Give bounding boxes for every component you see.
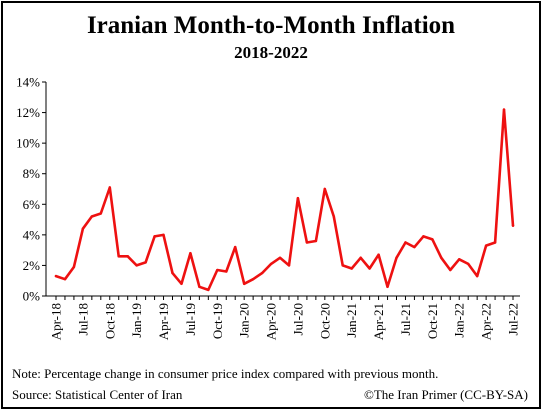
data-point (260, 271, 264, 275)
data-point (359, 256, 362, 259)
y-tick-label: 12% (16, 105, 40, 120)
data-point (278, 256, 282, 259)
x-tick-label: Jan-19 (129, 303, 144, 338)
data-point (458, 258, 461, 261)
data-point (189, 252, 192, 255)
y-axis-ticks: 0% 2% 4% 6% 8% 10% 12% 14% (16, 75, 46, 304)
x-tick-label: Jan-21 (344, 303, 359, 338)
y-tick-label: 4% (23, 227, 41, 242)
x-axis-ticks: Apr-18 Jul-18 Oct-18 Jan-19 Apr-19 Jul-19 Oct-… (49, 296, 521, 340)
x-tick-label: Jul-22 (506, 303, 521, 336)
x-tick-label: Jul-20 (290, 303, 305, 336)
x-tick-label: Oct-21 (425, 303, 440, 339)
data-point (135, 264, 138, 267)
data-point (269, 262, 273, 266)
data-point (475, 274, 479, 278)
data-point (99, 212, 103, 215)
data-point (341, 264, 344, 267)
data-point (323, 187, 327, 191)
data-point (207, 288, 210, 292)
data-point (466, 262, 470, 266)
chart-axes (45, 82, 520, 297)
data-point (171, 271, 174, 275)
x-tick-label: Oct-19 (210, 303, 225, 339)
source-note: Source: Statistical Center of Iran (12, 387, 183, 402)
data-point (72, 265, 76, 269)
data-point (422, 235, 425, 238)
data-point (296, 196, 300, 200)
data-point (144, 261, 147, 264)
line-chart: 0% 2% 4% 6% 8% 10% 12% 14% Apr-18 Jul-18 Oct-18 Ja… (16, 75, 521, 341)
data-point (332, 215, 335, 218)
x-tick-label: Apr-20 (264, 303, 279, 340)
footnote: Note: Percentage change in consumer pric… (12, 366, 439, 381)
data-point (314, 239, 318, 243)
data-point (413, 245, 416, 249)
data-point (225, 270, 228, 273)
data-point (162, 233, 165, 237)
credit-note: ©The Iran Primer (CC-BY-SA) (363, 387, 528, 402)
x-tick-label: Jul-21 (398, 303, 413, 336)
x-tick-label: Apr-18 (49, 303, 64, 340)
data-point (395, 256, 398, 259)
y-tick-label: 6% (23, 197, 41, 212)
data-point (117, 255, 120, 258)
data-point (198, 285, 201, 289)
data-point (180, 282, 183, 285)
y-tick-label: 14% (16, 75, 40, 90)
x-tick-label: Oct-18 (102, 303, 117, 339)
chart-subtitle: 2018-2022 (234, 43, 308, 62)
data-point (502, 108, 506, 111)
data-point (242, 282, 246, 285)
x-tick-label: Oct-20 (317, 303, 332, 339)
data-point (440, 256, 443, 259)
x-tick-label: Jan-22 (452, 303, 467, 338)
data-point (153, 235, 156, 238)
data-point (126, 255, 129, 258)
data-point (449, 268, 452, 272)
data-point (431, 238, 434, 241)
chart-title: Iranian Month-to-Month Inflation (86, 12, 456, 39)
data-point (511, 224, 515, 227)
data-point (350, 267, 353, 270)
data-point (63, 277, 67, 281)
x-tick-label: Jan-20 (237, 303, 252, 338)
data-point (287, 264, 291, 267)
x-tick-label: Jul-18 (75, 303, 90, 336)
inflation-line (54, 108, 515, 292)
data-point (90, 215, 94, 218)
x-tick-label: Jul-19 (183, 303, 198, 336)
data-point (54, 274, 58, 278)
x-tick-label: Apr-22 (479, 303, 494, 340)
data-point (386, 285, 389, 289)
data-point (251, 277, 255, 281)
y-tick-label: 8% (23, 166, 41, 181)
data-point (493, 241, 497, 244)
data-point (404, 241, 407, 244)
y-tick-label: 0% (23, 289, 41, 304)
data-point (377, 253, 380, 256)
data-point (234, 245, 237, 249)
series-group (54, 108, 515, 292)
data-point (305, 241, 309, 244)
data-point (81, 227, 85, 230)
data-point (216, 268, 219, 272)
data-point (484, 244, 488, 247)
x-tick-label: Apr-21 (371, 303, 386, 340)
x-tick-label: Apr-19 (156, 303, 171, 340)
y-tick-label: 2% (23, 258, 41, 273)
data-point (108, 186, 111, 189)
y-tick-label: 10% (16, 136, 40, 151)
data-point (368, 267, 371, 270)
